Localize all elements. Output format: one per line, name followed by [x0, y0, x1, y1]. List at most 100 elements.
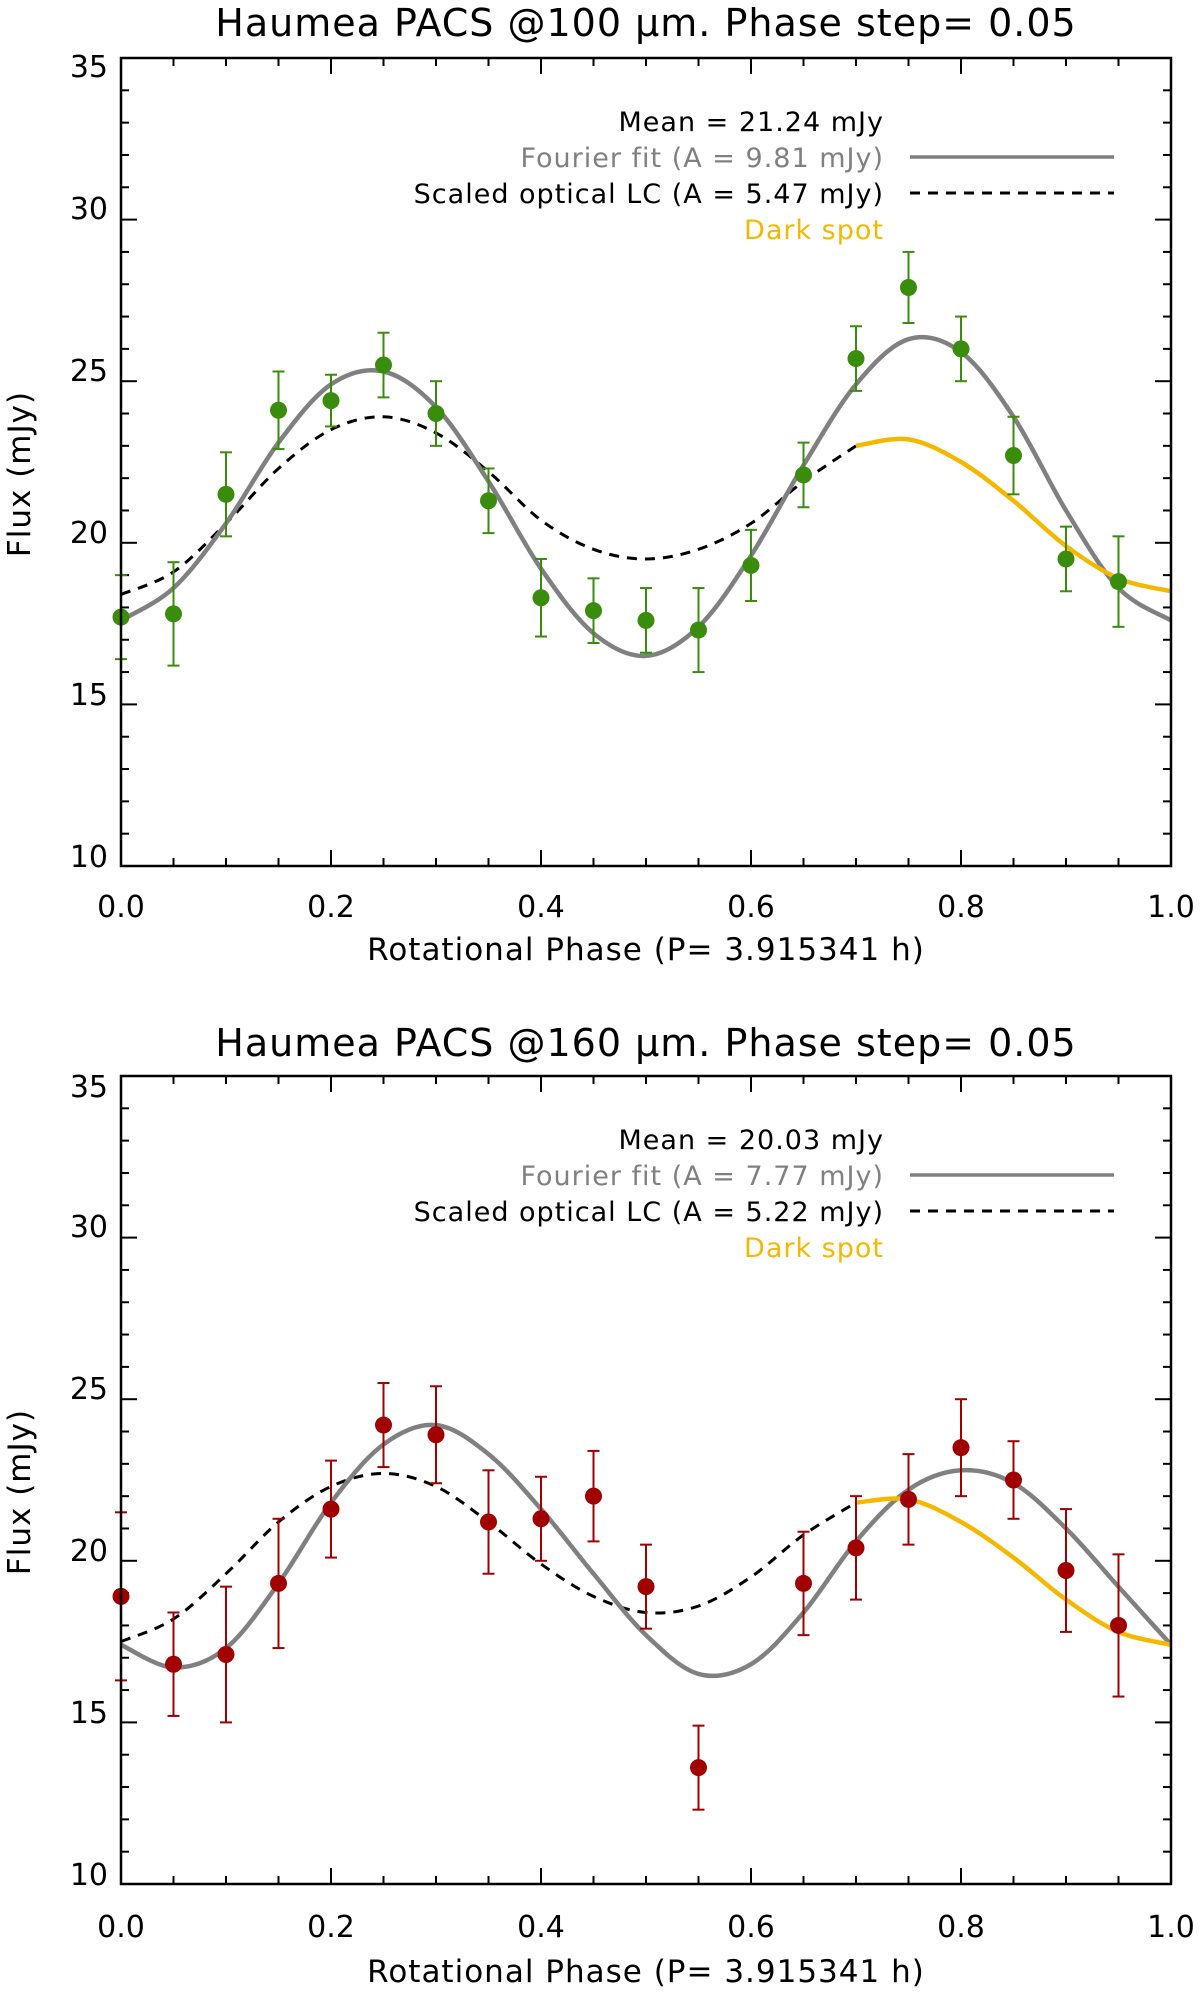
- data-point: [427, 380, 445, 447]
- point-marker: [952, 1439, 970, 1457]
- x-tick-label: 0.6: [727, 890, 775, 925]
- x-tick-label: 0.6: [727, 1910, 775, 1945]
- y-tick-label: 35: [70, 1070, 108, 1105]
- legend: Mean = 21.24 mJy Fourier fit (A = 9.81 m…: [414, 107, 1114, 246]
- point-marker: [165, 605, 182, 623]
- point-marker: [1110, 1616, 1127, 1634]
- data-point: [165, 561, 182, 667]
- point-marker: [952, 340, 970, 358]
- point-marker: [375, 356, 392, 374]
- y-tick-label: 10: [70, 1858, 108, 1893]
- data-point: [1057, 525, 1075, 593]
- data-point: [952, 315, 970, 383]
- point-marker: [270, 1574, 287, 1592]
- x-tick-label: 0.2: [307, 1910, 355, 1945]
- point-marker: [637, 1578, 655, 1596]
- data-point: [270, 370, 287, 451]
- legend-optical-label: Scaled optical LC (A = 5.22 mJy): [414, 1197, 884, 1228]
- y-tick-label: 25: [70, 354, 108, 389]
- y-tick-label: 15: [70, 1696, 108, 1731]
- x-tick-label: 0.8: [937, 1910, 985, 1945]
- point-marker: [847, 1539, 865, 1557]
- y-tick-label: 15: [70, 678, 108, 713]
- legend-optical-label: Scaled optical LC (A = 5.47 mJy): [414, 179, 884, 210]
- point-marker: [322, 392, 340, 410]
- legend-mean: Mean = 20.03 mJy: [619, 1125, 884, 1156]
- point-marker: [1005, 1471, 1022, 1489]
- point-marker: [742, 556, 760, 574]
- data-point: [637, 587, 655, 654]
- point-marker: [1110, 573, 1127, 591]
- point-marker: [270, 401, 287, 419]
- y-axis-label: Flux (mJy): [2, 1409, 38, 1575]
- x-tick-label: 0.0: [97, 890, 145, 925]
- point-marker: [217, 485, 235, 503]
- data-point: [690, 1724, 707, 1811]
- point-marker: [585, 1487, 602, 1505]
- x-axis-label: Rotational Phase (P= 3.915341 h): [367, 1954, 925, 1990]
- x-tick-label: 0.0: [97, 1910, 145, 1945]
- point-marker: [427, 1426, 445, 1444]
- x-tick-labels: 0.0 0.2 0.4 0.6 0.8 1.0: [97, 890, 1195, 925]
- data-point: [217, 1585, 235, 1724]
- data-point: [637, 1543, 655, 1630]
- y-tick-labels: 10 15 20 25 30 35: [70, 1070, 108, 1893]
- legend-dark-spot-label: Dark spot: [744, 1233, 884, 1264]
- y-tick-label: 10: [70, 840, 108, 875]
- y-axis-label: Flux (mJy): [2, 391, 38, 557]
- data-point: [427, 1385, 445, 1485]
- point-marker: [900, 1490, 917, 1508]
- data-point: [1110, 1553, 1127, 1698]
- data-point: [270, 1517, 287, 1650]
- y-tick-label: 30: [70, 192, 108, 227]
- data-point: [532, 1475, 550, 1562]
- plot-frame: [119, 1074, 1173, 1886]
- fourier-fit-line: [120, 1422, 1173, 1679]
- x-tick-label: 1.0: [1147, 1910, 1195, 1945]
- point-marker: [165, 1655, 182, 1673]
- data-point: [322, 373, 340, 428]
- data-point: [690, 587, 707, 674]
- chart-title: Haumea PACS @160 μm. Phase step= 0.05: [215, 1021, 1076, 1065]
- x-tick-label: 0.8: [937, 890, 985, 925]
- x-axis-label: Rotational Phase (P= 3.915341 h): [367, 932, 925, 968]
- data-point: [847, 325, 865, 392]
- plot-frame: [119, 56, 1173, 868]
- legend-mean: Mean = 21.24 mJy: [619, 107, 884, 138]
- data-point: [1005, 1440, 1022, 1520]
- point-marker: [690, 1759, 707, 1777]
- data-point: [742, 528, 760, 602]
- series-layer: [112, 250, 1173, 674]
- data-point: [375, 1382, 392, 1469]
- data-point: [532, 557, 550, 638]
- y-tick-labels: 10 15 20 25 30 35: [70, 50, 108, 875]
- fourier-fit-line: [119, 334, 1173, 659]
- x-tick-label: 0.2: [307, 890, 355, 925]
- data-point: [217, 451, 235, 538]
- data-point: [795, 1530, 812, 1637]
- data-point: [847, 1495, 865, 1601]
- point-marker: [375, 1416, 392, 1434]
- x-tick-label: 0.4: [517, 890, 565, 925]
- panel-160um: Haumea PACS @160 μm. Phase step= 0.05 Ro…: [2, 1021, 1195, 1990]
- point-marker: [480, 1513, 497, 1531]
- point-marker: [322, 1500, 340, 1518]
- point-marker: [795, 466, 812, 484]
- data-point: [795, 441, 812, 509]
- y-tick-label: 35: [70, 50, 108, 85]
- point-marker: [1057, 550, 1075, 568]
- point-marker: [532, 589, 550, 607]
- y-tick-label: 20: [70, 1534, 108, 1569]
- data-point: [900, 1453, 917, 1546]
- point-marker: [690, 621, 707, 639]
- y-tick-label: 30: [70, 1210, 108, 1245]
- data-point: [375, 331, 392, 399]
- point-marker: [847, 350, 865, 368]
- x-tick-label: 0.4: [517, 1910, 565, 1945]
- panel-100um: Haumea PACS @100 μm. Phase step= 0.05 Ro…: [2, 1, 1195, 968]
- point-marker: [427, 405, 445, 423]
- point-marker: [900, 278, 917, 296]
- optical-lc-line: [120, 415, 857, 596]
